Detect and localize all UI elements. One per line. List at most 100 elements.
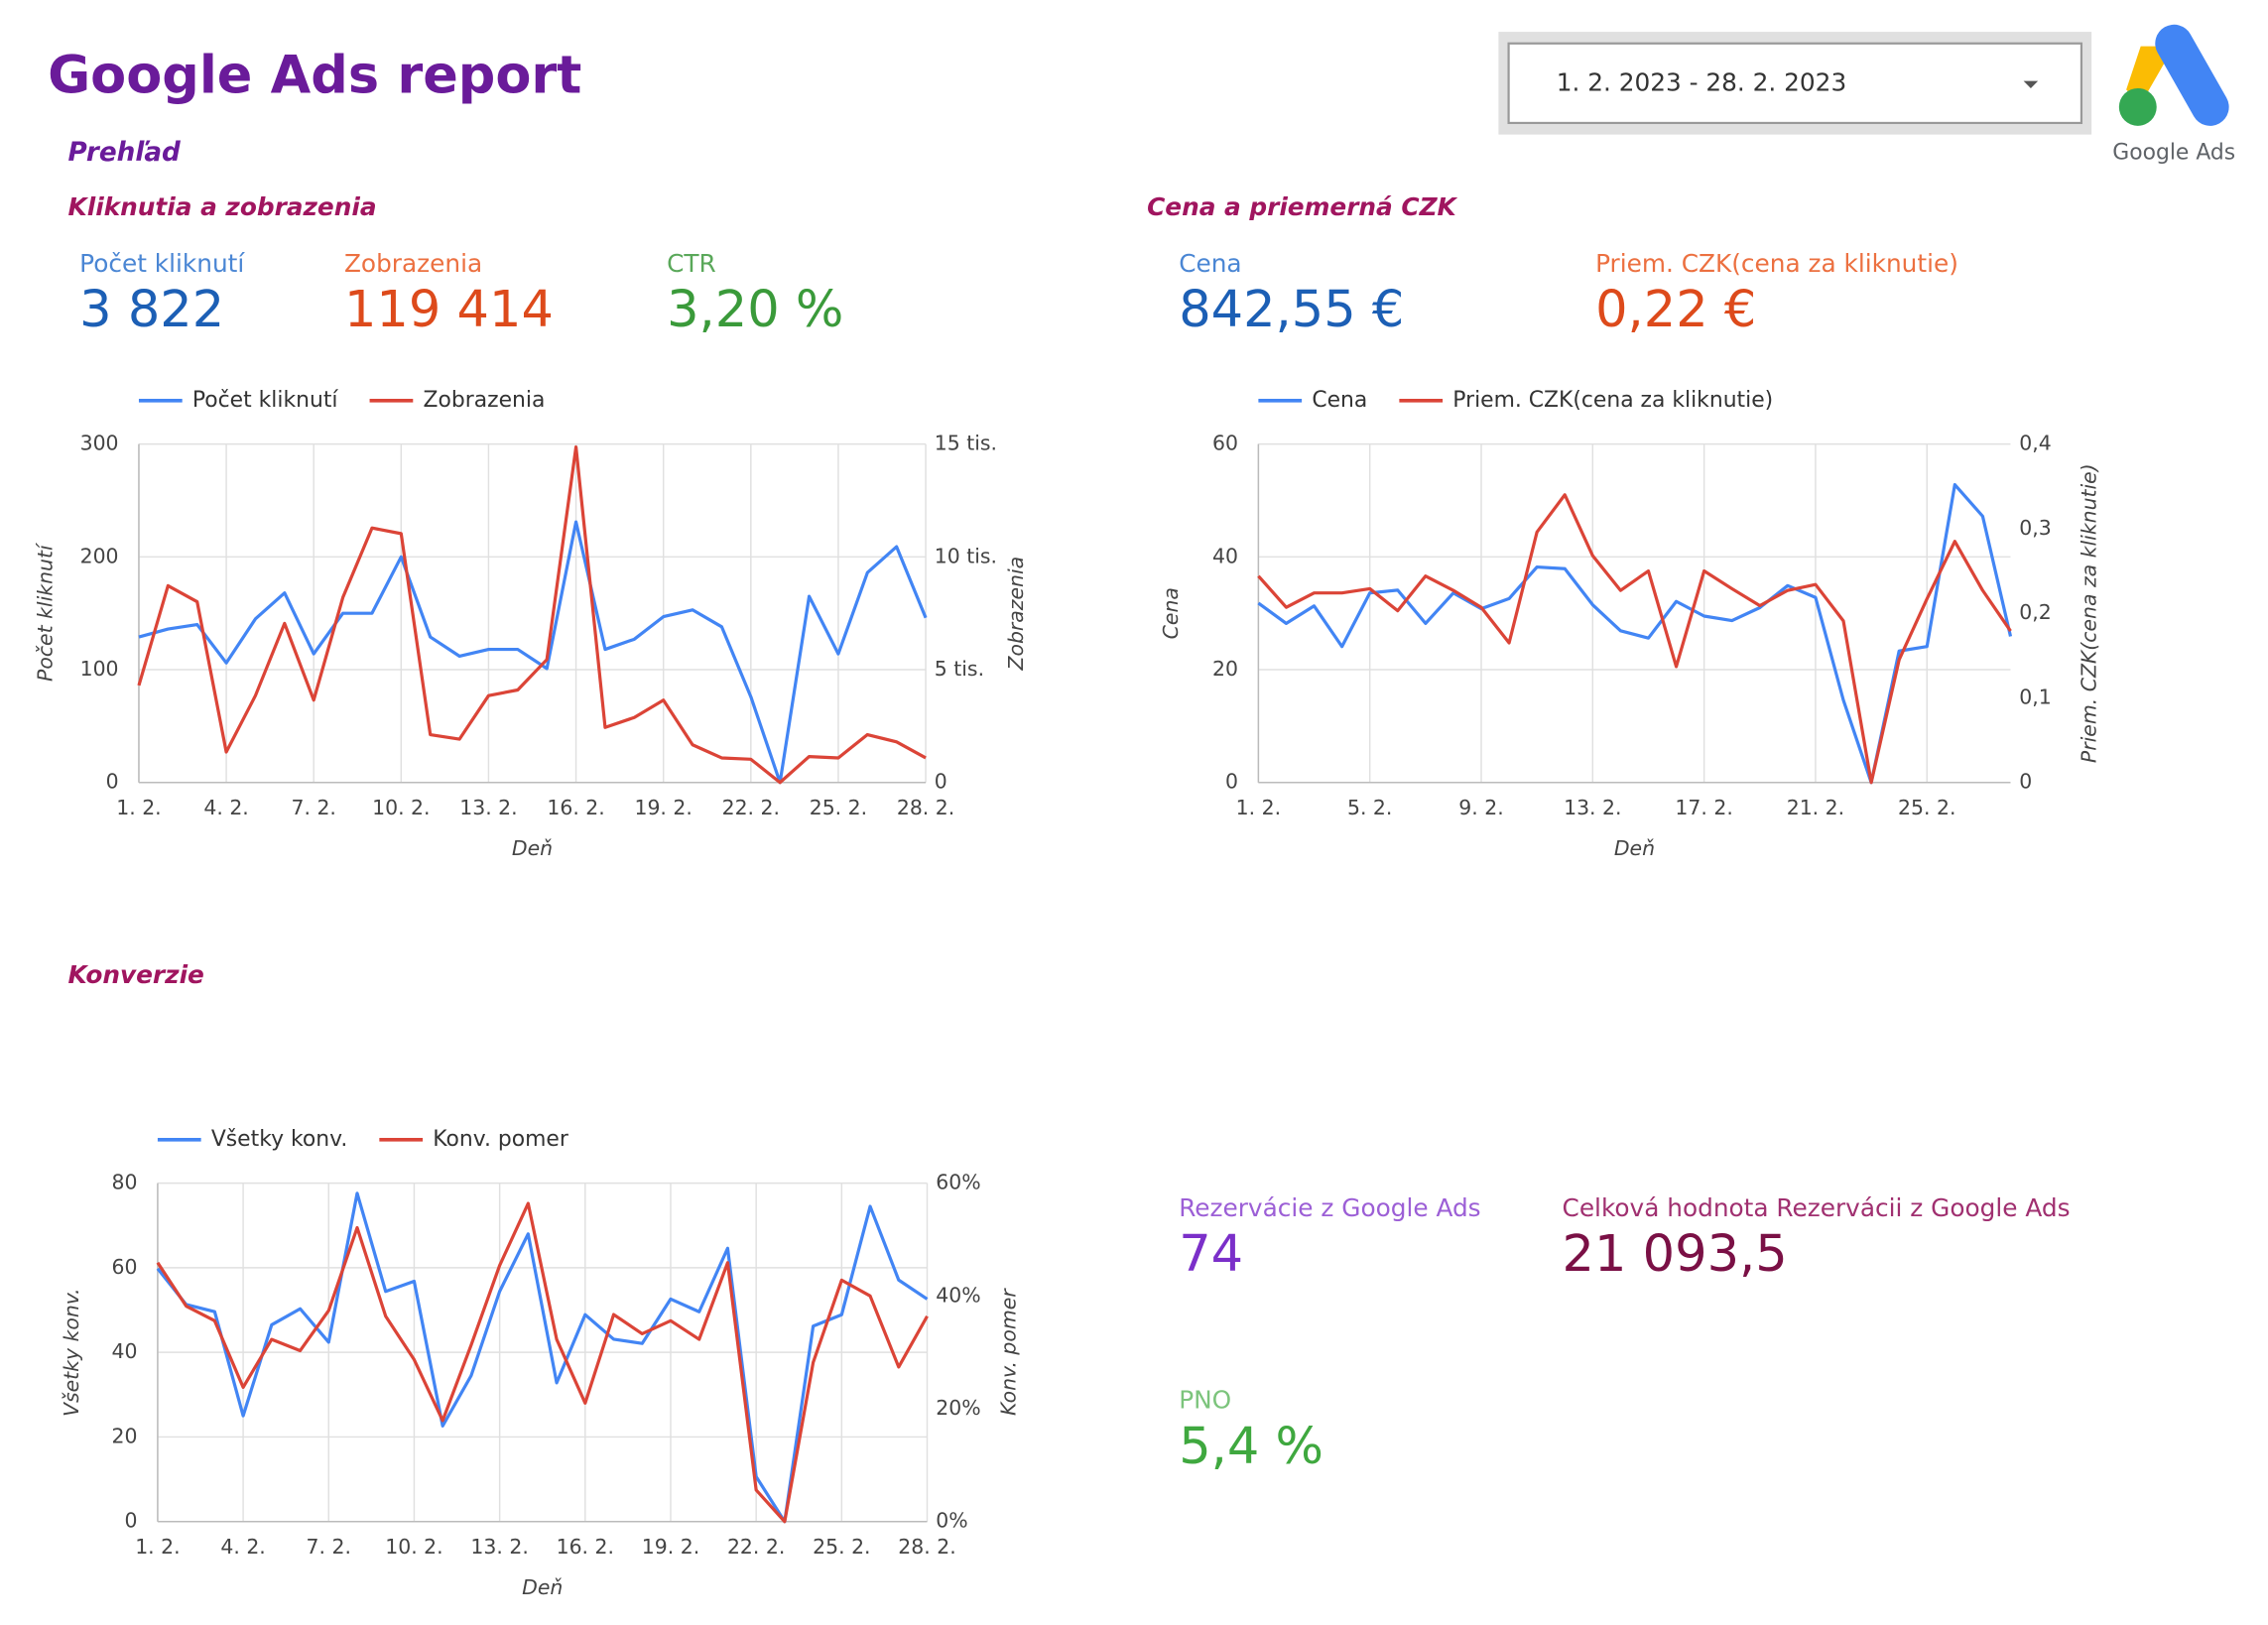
kpi-label: Celková hodnota Rezervácii z Google Ads: [1563, 1193, 2071, 1222]
chart: 0 100 200 300 0 5 tis. 10 tis. 15 tis. 1. 2. 4. 2…: [34, 388, 1028, 860]
kpi-label: Zobrazenia: [344, 249, 482, 278]
x-tick-label: 10. 2.: [385, 1535, 442, 1559]
x-tick-label: 22. 2.: [727, 1535, 785, 1559]
y-tick-label: 300: [80, 432, 119, 455]
x-tick-label: 19. 2.: [642, 1535, 699, 1559]
y-tick-label: 100: [80, 657, 119, 681]
series-line: [156, 1191, 929, 1524]
x-tick-label: 4. 2.: [220, 1535, 265, 1559]
y-axis-title: Počet kliknutí: [34, 542, 58, 682]
y-tick-label: 40: [112, 1339, 138, 1363]
y2-tick-label: 40%: [936, 1283, 980, 1307]
x-tick-label: 25. 2.: [1898, 796, 1955, 819]
google-ads-logo: Google Ads: [2112, 24, 2235, 166]
logo-green: [2118, 87, 2157, 126]
x-tick-label: 1. 2.: [1236, 796, 1281, 819]
y2-tick-label: 15 tis.: [935, 432, 997, 455]
legend-label: Priem. CZK(cena za kliknutie): [1452, 388, 1773, 413]
y-tick-label: 200: [80, 544, 119, 567]
kpi-value: 74: [1179, 1225, 1243, 1284]
section-title: Konverzie: [68, 960, 204, 989]
chart: 0 20 40 60 80 0% 20% 40% 60% 1. 2. 4. 2. 7. 2. 10. 2…: [60, 1127, 1021, 1599]
y2-tick-label: 0,3: [2019, 516, 2051, 540]
kpi-label: Priem. CZK(cena za kliknutie): [1595, 249, 1958, 278]
x-tick-label: 17. 2.: [1675, 796, 1732, 819]
y2-tick-label: 0: [935, 770, 947, 794]
legend-label: Počet kliknutí: [192, 388, 339, 413]
y-tick-label: 60: [112, 1255, 138, 1279]
y2-tick-label: 0,4: [2019, 432, 2051, 455]
y-tick-label: 20: [112, 1424, 138, 1447]
x-tick-label: 16. 2.: [547, 796, 604, 819]
x-axis-title: Deň: [1614, 836, 1655, 860]
kpi-value: 0,22 €: [1595, 281, 1756, 339]
overview-heading: Prehľad: [68, 138, 182, 168]
series-line: [137, 444, 927, 785]
kpi-label: CTR: [667, 249, 716, 278]
kpi-value: 5,4 %: [1179, 1418, 1323, 1476]
x-tick-label: 25. 2.: [810, 796, 867, 819]
kpi-label: Rezervácie z Google Ads: [1179, 1193, 1480, 1222]
x-tick-label: 13. 2.: [470, 1535, 528, 1559]
chart: 0 20 40 60 0 0,1 0,2 0,3 0,4 1. 2. 5. 2. 9. 2. 13. 2…: [1159, 388, 2101, 860]
x-tick-label: 28. 2.: [897, 796, 954, 819]
series-line: [1257, 493, 2012, 785]
dropdown-arrow: [2023, 80, 2039, 88]
y-tick-label: 0: [1225, 770, 1238, 794]
logo-text: Google Ads: [2112, 141, 2235, 166]
section-title: Cena a priemerná CZK: [1147, 192, 1457, 221]
legend-label: Cena: [1312, 388, 1367, 413]
x-axis-title: Deň: [512, 836, 553, 860]
y2-tick-label: 0%: [936, 1509, 967, 1533]
x-tick-label: 5. 2.: [1347, 796, 1392, 819]
y2-tick-label: 5 tis.: [935, 657, 984, 681]
y2-tick-label: 60%: [936, 1171, 980, 1194]
y-tick-label: 20: [1212, 657, 1238, 681]
x-tick-label: 21. 2.: [1787, 796, 1844, 819]
x-tick-label: 13. 2.: [459, 796, 517, 819]
section-title: Kliknutia a zobrazenia: [68, 192, 377, 221]
y-tick-label: 60: [1212, 432, 1238, 455]
x-tick-label: 1. 2.: [116, 796, 161, 819]
x-tick-label: 7. 2.: [291, 796, 335, 819]
x-tick-label: 19. 2.: [634, 796, 692, 819]
y-tick-label: 0: [106, 770, 119, 794]
x-tick-label: 4. 2.: [203, 796, 248, 819]
kpi-label: PNO: [1179, 1386, 1231, 1415]
date-range: 1. 2. 2023 - 28. 2. 2023: [1557, 68, 1846, 97]
y-tick-label: 40: [1212, 544, 1238, 567]
legend-label: Zobrazenia: [424, 388, 546, 413]
y2-axis-title: Zobrazenia: [1004, 557, 1028, 672]
y2-tick-label: 10 tis.: [935, 544, 997, 567]
report-title: Google Ads report: [48, 45, 581, 105]
kpi-label: Počet kliknutí: [79, 249, 245, 278]
y2-tick-label: 0,1: [2019, 685, 2051, 708]
date-picker[interactable]: 1. 2. 2023 - 28. 2. 2023: [1498, 32, 2092, 135]
legend-label: Konv. pomer: [433, 1127, 568, 1152]
y-axis-title: Cena: [1159, 587, 1183, 639]
logo-blue: [2155, 24, 2229, 126]
date-picker-box[interactable]: [1507, 42, 2083, 125]
x-tick-label: 22. 2.: [722, 796, 780, 819]
kpi-value: 21 093,5: [1563, 1225, 1788, 1284]
kpi-value: 3,20 %: [667, 281, 843, 339]
y-axis-title: Všetky konv.: [60, 1288, 83, 1417]
series-line: [156, 1201, 929, 1524]
y2-tick-label: 0: [2019, 770, 2032, 794]
x-tick-label: 10. 2.: [372, 796, 430, 819]
x-tick-label: 28. 2.: [898, 1535, 955, 1559]
kpi-value: 119 414: [344, 281, 554, 339]
kpi-value: 3 822: [79, 281, 224, 339]
kpi-label: Cena: [1179, 249, 1241, 278]
y2-tick-label: 0,2: [2019, 600, 2051, 624]
x-tick-label: 7. 2.: [307, 1535, 351, 1559]
y2-axis-title: Konv. pomer: [997, 1288, 1021, 1416]
y2-tick-label: 20%: [936, 1396, 980, 1420]
x-tick-label: 25. 2.: [813, 1535, 870, 1559]
y2-axis-title: Priem. CZK(cena za kliknutie): [2078, 463, 2101, 763]
kpi-value: 842,55 €: [1179, 281, 1404, 339]
x-tick-label: 16. 2.: [557, 1535, 614, 1559]
y-tick-label: 80: [112, 1171, 138, 1194]
